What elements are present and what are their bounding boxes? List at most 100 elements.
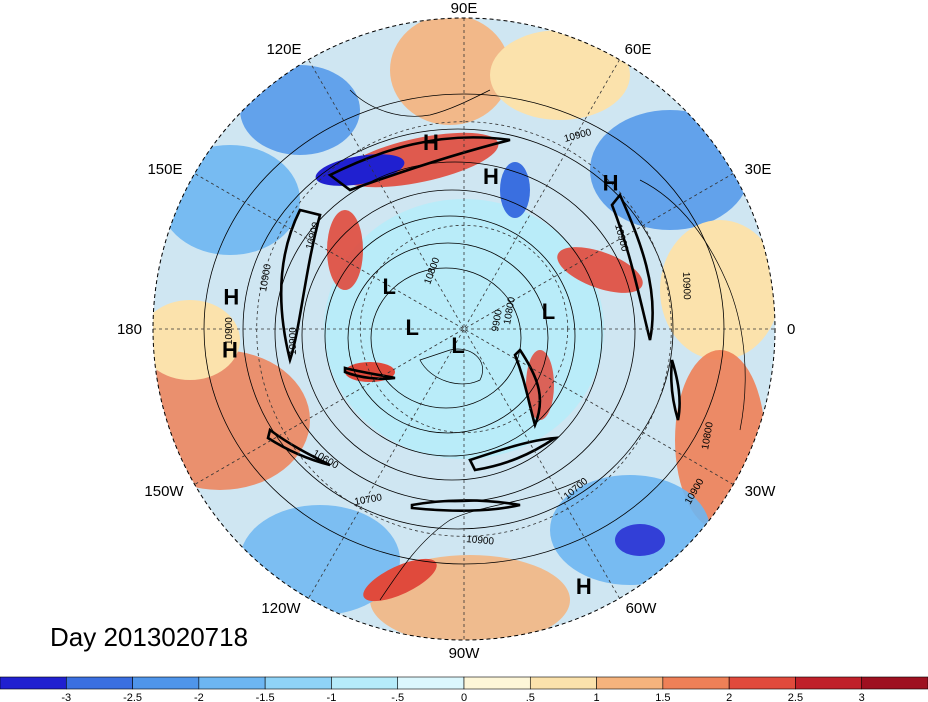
longitude-label-120w: 120W [261, 600, 301, 617]
high-pressure-marker: H [223, 284, 239, 309]
jet-contour [279, 208, 322, 365]
longitude-label-150e: 150E [147, 161, 182, 178]
contour-label: 10800 [700, 421, 716, 451]
longitude-label-90e: 90E [451, 0, 478, 17]
colorbar-tick-label: -2 [194, 692, 204, 702]
anomaly-patch [490, 30, 630, 120]
colorbar: -3 -2.5 -2 -1.5 -1 -.5 0 .5 1 1.5 2 2.5 3 [0, 676, 928, 702]
colorbar-segment [65, 676, 133, 690]
colorbar-segment [264, 676, 332, 690]
colorbar-tick-label: 0 [461, 692, 467, 702]
high-pressure-marker: H [603, 170, 619, 195]
coastline [639, 179, 746, 431]
colorbar-tick-label: 2 [726, 692, 732, 702]
longitude-label-30w: 30W [745, 483, 777, 500]
colorbar-tick-label: 1.5 [655, 692, 670, 702]
colorbar-tick-label: -1.5 [256, 692, 275, 702]
jet-contour [513, 347, 542, 430]
jet-contour [669, 359, 681, 421]
anomaly-patch [526, 350, 554, 420]
colorbar-tick-label: 3 [859, 692, 865, 702]
map-title: Day 2013020718 [50, 622, 248, 652]
high-pressure-marker: H [576, 574, 592, 599]
anomaly-patch [153, 300, 240, 380]
height-contour [347, 242, 549, 434]
longitude-labels: 90E 60E 30E 0 30W 60W 90W 120W 150W 180 … [117, 0, 795, 662]
longitude-label-180: 180 [117, 321, 142, 338]
jet-contour [410, 499, 521, 512]
anomaly-patch [327, 210, 363, 290]
contour-label: 10700 [354, 492, 384, 508]
low-pressure-marker: L [451, 333, 464, 358]
colorbar-segment [728, 676, 796, 690]
contour-label: 9900 [490, 308, 505, 332]
colorbar-tick-label: -1 [327, 692, 337, 702]
low-pressure-marker: L [405, 315, 418, 340]
jet-contour [343, 366, 396, 381]
colorbar-tick-label: 1 [594, 692, 600, 702]
anomaly-patch [615, 524, 665, 556]
contour-label: 10900 [680, 272, 692, 301]
colorbar-tick-label: -3 [61, 692, 71, 702]
colorbar-segment [397, 676, 465, 690]
colorbar-tick-label: -.5 [391, 692, 404, 702]
longitude-label-150w: 150W [144, 483, 184, 500]
jet-contour [327, 136, 511, 192]
height-contour [274, 161, 636, 503]
colorbar-tick-label: .5 [526, 692, 535, 702]
longitude-label-30e: 30E [745, 161, 772, 178]
coastlines [349, 89, 746, 601]
colorbar-segment [0, 676, 67, 690]
height-contour [301, 189, 603, 481]
low-pressure-marker: L [542, 299, 555, 324]
anomaly-patch [363, 558, 437, 602]
anomaly-patch [590, 110, 750, 230]
high-pressure-marker: H [222, 338, 238, 363]
colorbar-tick-label: -2.5 [123, 692, 142, 702]
coastline [349, 89, 491, 117]
colorbar-tick-label: 2.5 [788, 692, 803, 702]
meridian [308, 59, 620, 599]
graticule [153, 18, 775, 640]
colorbar-segment [529, 676, 597, 690]
colorbar-segment [861, 676, 928, 690]
anomaly-patch [660, 220, 775, 360]
colorbar-segment [662, 676, 730, 690]
colorbar-segment [795, 676, 863, 690]
polar-map [153, 18, 775, 640]
colorbar-segment [132, 676, 200, 690]
longitude-label-90w: 90W [449, 645, 481, 662]
anomaly-patch [557, 247, 643, 293]
meridian [194, 173, 734, 485]
longitude-label-0: 0 [787, 321, 795, 338]
colorbar-segment [331, 676, 399, 690]
contour-label: 10900 [466, 534, 495, 547]
longitude-label-60w: 60W [626, 600, 658, 617]
map-boundary [152, 17, 776, 641]
colorbar-segment [463, 676, 531, 690]
colorbar-segment [198, 676, 266, 690]
meridian [194, 173, 734, 485]
high-pressure-marker: H [483, 164, 499, 189]
high-pressure-marker: H [423, 130, 439, 155]
meridian [308, 59, 620, 599]
coastline [379, 479, 581, 601]
anomaly-patch [500, 162, 530, 218]
temperature-anomaly-field [153, 18, 775, 640]
height-contour [324, 215, 576, 457]
contour-label: 10900 [224, 317, 235, 345]
longitude-label-120e: 120E [266, 41, 301, 58]
contour-label: 10800 [502, 296, 518, 326]
contour-label: 10900 [288, 327, 299, 355]
contour-label: 10900 [258, 263, 274, 293]
colorbar-segment [596, 676, 664, 690]
low-pressure-marker: L [382, 274, 395, 299]
jet-contour [468, 436, 560, 472]
coastline [419, 348, 483, 385]
height-contour [370, 267, 522, 409]
jet-contour [266, 427, 331, 467]
jet-contours [266, 136, 681, 512]
anomaly-patch [240, 65, 360, 155]
